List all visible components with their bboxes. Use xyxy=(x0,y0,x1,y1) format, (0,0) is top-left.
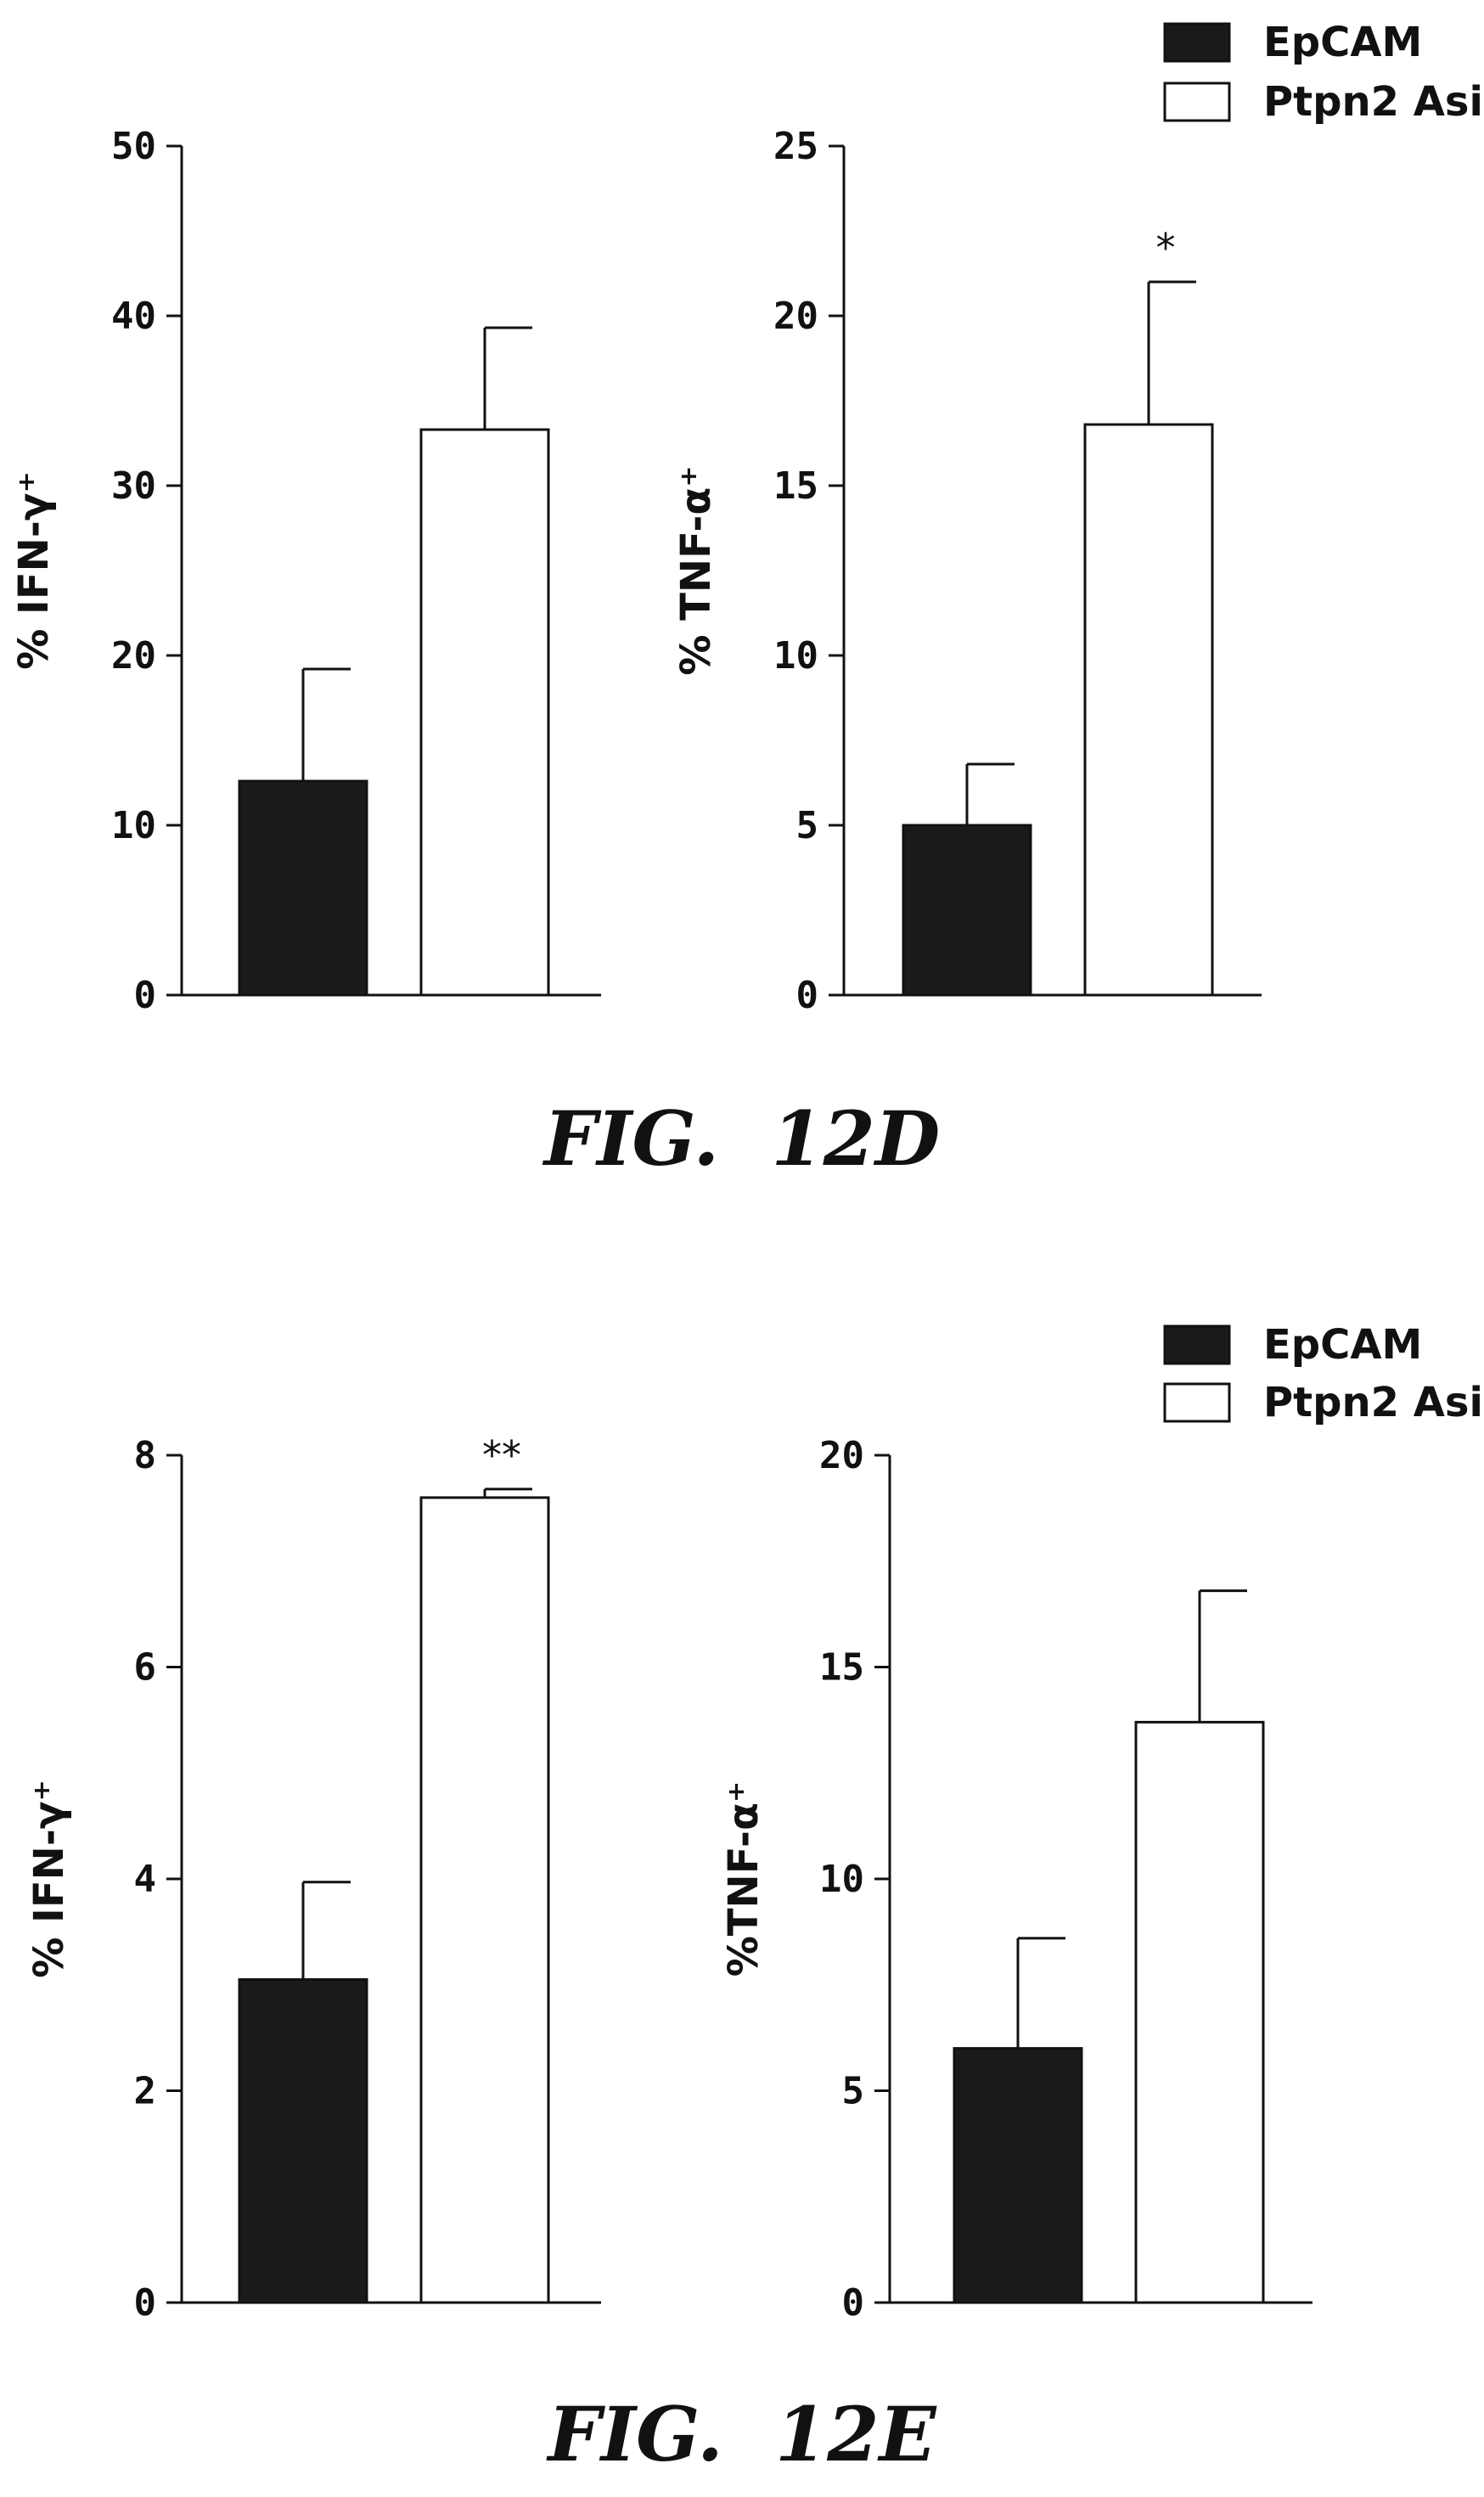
legend-swatch-epcam xyxy=(1163,1324,1231,1365)
legend-12d: EpCAM Ptpn2 AsiC xyxy=(1163,19,1484,126)
y-tick-label: 20 xyxy=(773,295,818,338)
y-axis-label: % IFN-γ⁺ xyxy=(10,471,58,670)
legend-swatch-ptpn2 xyxy=(1163,82,1231,122)
y-tick-label: 15 xyxy=(773,464,818,508)
chart-12e-ifn-gamma: 0 2 4 6 8 % IFN-γ⁺ ** xyxy=(25,1432,601,2325)
y-tick-label: 20 xyxy=(819,1434,864,1477)
y-tick-label: 8 xyxy=(134,1434,157,1477)
legend-12e: EpCAM Ptpn2 AsiC xyxy=(1163,1321,1484,1426)
y-tick-label: 0 xyxy=(134,974,157,1017)
bar-epcam xyxy=(902,824,1032,997)
y-tick-label: 25 xyxy=(773,125,818,168)
bar-epcam xyxy=(953,2047,1083,2304)
legend-label-epcam: EpCAM xyxy=(1263,1321,1422,1369)
y-tick-label: 6 xyxy=(134,1646,157,1690)
figure-caption-12d: FIG. 12D xyxy=(542,1094,940,1183)
bar-epcam xyxy=(238,779,368,997)
bar-ptpn2-asic xyxy=(1083,423,1214,997)
y-axis-label: % TNF-α⁺ xyxy=(672,465,720,675)
y-tick-label: 5 xyxy=(796,804,819,847)
y-axis-label: %TNF-α⁺ xyxy=(720,1781,767,1977)
y-tick-label: 0 xyxy=(842,2281,865,2325)
y-tick-label: 4 xyxy=(134,1858,157,1901)
y-tick-label: 30 xyxy=(111,464,156,508)
y-tick-label: 0 xyxy=(796,974,819,1017)
bar-ptpn2-asic xyxy=(1134,1720,1265,2304)
chart-12d-ifn-gamma: 0 10 20 30 40 50 % IFN-γ⁺ xyxy=(10,125,601,1017)
bar-ptpn2-asic xyxy=(419,428,550,997)
y-tick-label: 15 xyxy=(819,1646,864,1690)
significance-marker: ** xyxy=(482,1432,521,1478)
y-tick-label: 5 xyxy=(842,2070,865,2113)
y-tick-label: 40 xyxy=(111,295,156,338)
y-tick-label: 0 xyxy=(134,2281,157,2325)
y-tick-label: 10 xyxy=(111,804,156,847)
y-tick-label: 50 xyxy=(111,125,156,168)
bar-ptpn2-asic xyxy=(419,1496,550,2304)
legend-swatch-epcam xyxy=(1163,22,1231,63)
chart-12d-tnf-alpha: 0 5 10 15 20 25 % TNF-α⁺ * xyxy=(672,125,1262,1017)
y-tick-label: 2 xyxy=(134,2070,157,2113)
legend-swatch-ptpn2 xyxy=(1163,1382,1231,1423)
y-tick-label: 10 xyxy=(773,634,818,678)
y-tick-label: 10 xyxy=(819,1858,864,1901)
chart-12e-tnf-alpha: 0 5 10 15 20 %TNF-α⁺ xyxy=(720,1434,1313,2325)
y-axis-label: % IFN-γ⁺ xyxy=(25,1780,73,1978)
y-tick-label: 20 xyxy=(111,634,156,678)
significance-marker: * xyxy=(1156,225,1176,271)
figure-caption-12e: FIG. 12E xyxy=(545,2390,937,2478)
legend-label-ptpn2: Ptpn2 AsiC xyxy=(1263,1379,1484,1426)
legend-label-ptpn2: Ptpn2 AsiC xyxy=(1263,78,1484,126)
legend-label-epcam: EpCAM xyxy=(1263,19,1422,66)
bar-epcam xyxy=(238,1978,368,2304)
